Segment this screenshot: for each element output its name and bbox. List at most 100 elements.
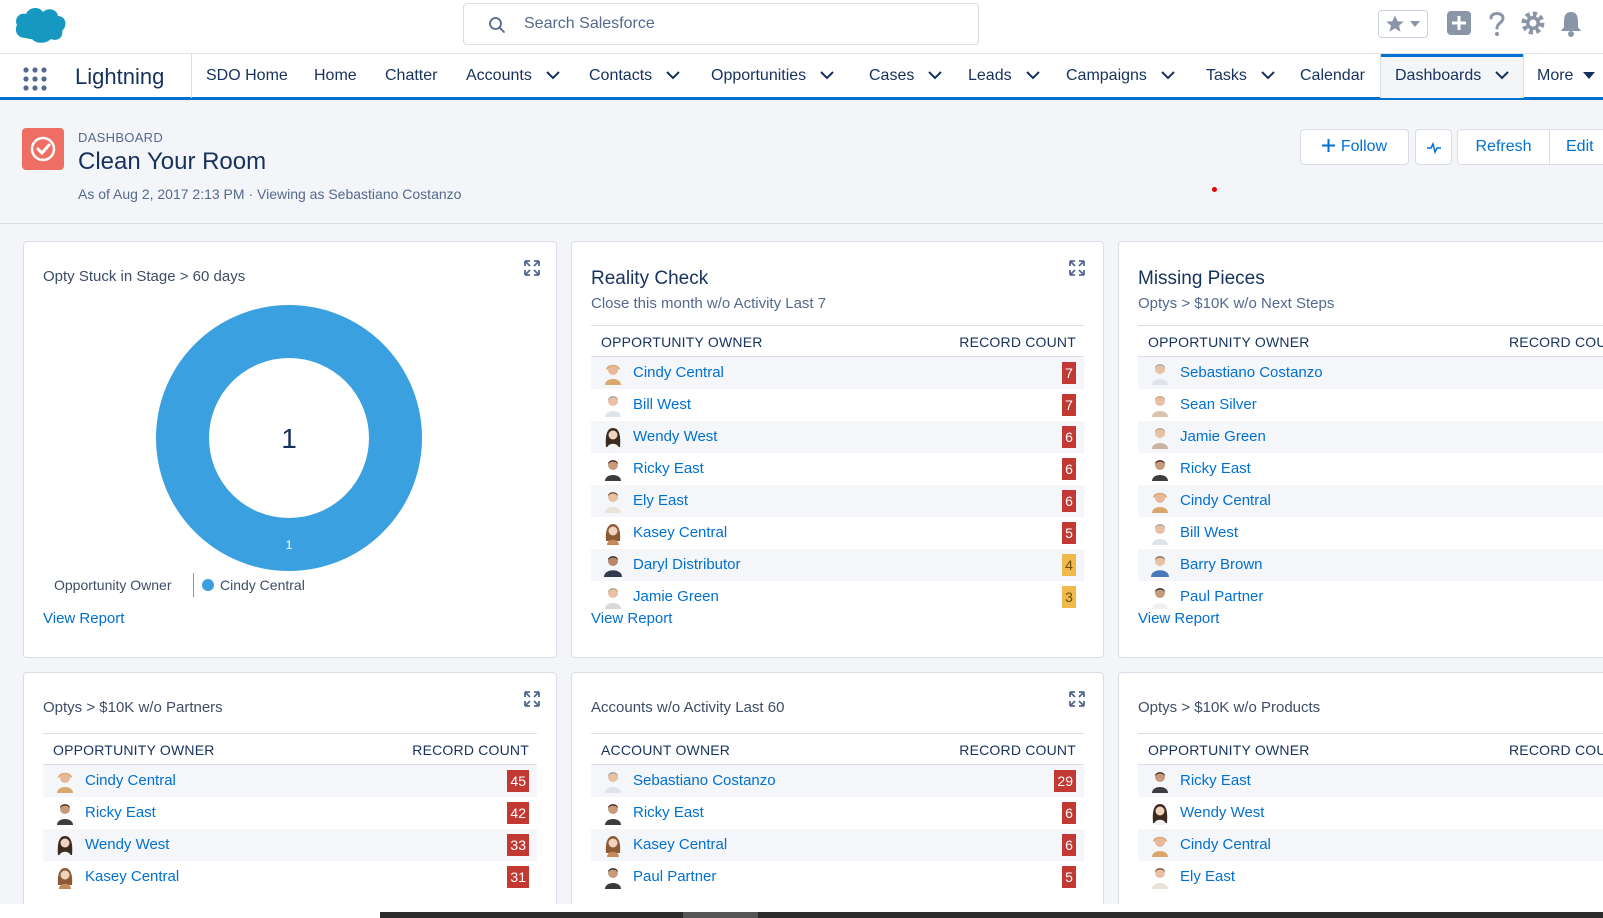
bell-icon[interactable] xyxy=(1556,8,1586,38)
app-launcher-icon[interactable] xyxy=(22,66,48,92)
table-row[interactable]: Ricky East 6 xyxy=(591,453,1084,485)
search-input[interactable] xyxy=(524,4,964,44)
scrollbar-track[interactable] xyxy=(380,912,1603,918)
chevron-down-icon[interactable] xyxy=(928,71,943,80)
view-report-link[interactable]: View Report xyxy=(591,610,673,627)
follow-button[interactable]: Follow xyxy=(1300,129,1409,165)
table-row[interactable]: Jamie Green 3 xyxy=(591,581,1084,613)
nav-item-campaigns[interactable]: Campaigns xyxy=(1066,54,1175,98)
nav-item-more[interactable]: More xyxy=(1537,54,1596,98)
table-row[interactable]: Kasey Central 31 xyxy=(43,861,537,893)
expand-icon[interactable] xyxy=(524,260,540,276)
view-report-link[interactable]: View Report xyxy=(43,610,125,627)
nav-item-dashboards[interactable]: Dashboards xyxy=(1380,54,1525,98)
owner-link[interactable]: Sean Silver xyxy=(1180,396,1257,413)
favorites-button[interactable] xyxy=(1378,10,1428,38)
table-row[interactable]: Ely East 6 xyxy=(591,485,1084,517)
owner-link[interactable]: Kasey Central xyxy=(633,836,728,853)
table-row[interactable]: Ricky East 6 xyxy=(591,797,1084,829)
chevron-down-icon[interactable] xyxy=(666,71,680,80)
owner-link[interactable]: Ricky East xyxy=(85,804,156,821)
chevron-down-icon[interactable] xyxy=(1161,71,1175,80)
table-row[interactable]: Kasey Central 6 xyxy=(591,829,1084,861)
owner-link[interactable]: Daryl Distributor xyxy=(633,556,741,573)
table-row[interactable]: Cindy Central xyxy=(1138,485,1603,517)
table-row[interactable]: Cindy Central 45 xyxy=(43,765,537,797)
table-row[interactable]: Ricky East 42 xyxy=(43,797,537,829)
owner-link[interactable]: Ricky East xyxy=(1180,772,1251,789)
nav-item-calendar[interactable]: Calendar xyxy=(1300,54,1365,98)
owner-link[interactable]: Cindy Central xyxy=(1180,836,1271,853)
table-row[interactable]: Paul Partner 5 xyxy=(591,861,1084,893)
chevron-down-icon[interactable] xyxy=(546,71,560,80)
owner-link[interactable]: Ely East xyxy=(633,492,689,509)
refresh-button[interactable]: Refresh xyxy=(1457,129,1550,165)
owner-link[interactable]: Jamie Green xyxy=(1180,428,1266,445)
nav-item-tasks[interactable]: Tasks xyxy=(1206,54,1275,98)
owner-link[interactable]: Ricky East xyxy=(633,804,704,821)
table-row[interactable]: Cindy Central 7 xyxy=(591,357,1084,389)
owner-link[interactable]: Cindy Central xyxy=(85,772,176,789)
nav-item-opportunities[interactable]: Opportunities xyxy=(711,54,834,98)
owner-link[interactable]: Bill West xyxy=(633,396,692,413)
owner-link[interactable]: Jamie Green xyxy=(633,588,719,605)
owner-link[interactable]: Ricky East xyxy=(633,460,704,477)
table-row[interactable]: Wendy West 33 xyxy=(43,829,537,861)
table-row[interactable]: Bill West xyxy=(1138,517,1603,549)
help-icon[interactable] xyxy=(1482,8,1512,38)
table-row[interactable]: Cindy Central xyxy=(1138,829,1603,861)
table-row[interactable]: Sebastiano Costanzo xyxy=(1138,357,1603,389)
search-box[interactable] xyxy=(463,3,979,45)
owner-link[interactable]: Cindy Central xyxy=(1180,492,1271,509)
edit-button[interactable]: Edit xyxy=(1549,129,1603,165)
nav-item-sdo-home[interactable]: SDO Home xyxy=(206,54,288,98)
view-report-link[interactable]: View Report xyxy=(1138,610,1220,627)
chevron-down-icon[interactable] xyxy=(1261,71,1275,80)
owner-link[interactable]: Paul Partner xyxy=(1180,588,1264,605)
nav-item-leads[interactable]: Leads xyxy=(968,54,1040,98)
plus-icon[interactable] xyxy=(1444,8,1474,38)
owner-link[interactable]: Cindy Central xyxy=(633,364,724,381)
owner-link[interactable]: Paul Partner xyxy=(633,868,717,885)
owner-link[interactable]: Ricky East xyxy=(1180,460,1251,477)
nav-item-home[interactable]: Home xyxy=(314,54,357,98)
owner-link[interactable]: Kasey Central xyxy=(633,524,728,541)
horizontal-scrollbar[interactable] xyxy=(0,904,1603,918)
expand-icon[interactable] xyxy=(1069,260,1085,276)
chevron-down-icon[interactable] xyxy=(1025,71,1040,80)
owner-link[interactable]: Kasey Central xyxy=(85,868,180,885)
scrollbar-thumb[interactable] xyxy=(683,912,758,918)
nav-item-accounts[interactable]: Accounts xyxy=(466,54,560,98)
owner-link[interactable]: Ely East xyxy=(1180,868,1236,885)
owner-link[interactable]: Barry Brown xyxy=(1180,556,1263,573)
donut-slice-cindy-central[interactable] xyxy=(156,305,422,571)
owner-link[interactable]: Wendy West xyxy=(1180,804,1265,821)
owner-link[interactable]: Wendy West xyxy=(633,428,718,445)
owner-link[interactable]: Wendy West xyxy=(85,836,170,853)
owner-link[interactable]: Sebastiano Costanzo xyxy=(633,772,776,789)
table-row[interactable]: Barry Brown xyxy=(1138,549,1603,581)
donut-chart[interactable]: 1 1 xyxy=(156,305,422,571)
table-row[interactable]: Ricky East xyxy=(1138,453,1603,485)
chevron-down-icon[interactable] xyxy=(820,71,834,80)
nav-item-chatter[interactable]: Chatter xyxy=(385,54,437,98)
nav-item-cases[interactable]: Cases xyxy=(869,54,943,98)
expand-icon[interactable] xyxy=(524,691,540,707)
table-row[interactable]: Sebastiano Costanzo 29 xyxy=(591,765,1084,797)
table-row[interactable]: Sean Silver xyxy=(1138,389,1603,421)
chevron-down-icon[interactable] xyxy=(1495,71,1509,80)
table-row[interactable]: Ely East xyxy=(1138,861,1603,893)
salesforce-cloud-icon[interactable] xyxy=(12,4,68,44)
table-row[interactable]: Kasey Central 5 xyxy=(591,517,1084,549)
table-row[interactable]: Jamie Green xyxy=(1138,421,1603,453)
gear-icon[interactable] xyxy=(1518,8,1548,38)
table-row[interactable]: Wendy West xyxy=(1138,797,1603,829)
table-row[interactable]: Wendy West 6 xyxy=(591,421,1084,453)
activity-button[interactable] xyxy=(1415,129,1452,165)
table-row[interactable]: Ricky East xyxy=(1138,765,1603,797)
nav-item-contacts[interactable]: Contacts xyxy=(589,54,680,98)
owner-link[interactable]: Sebastiano Costanzo xyxy=(1180,364,1323,381)
table-row[interactable]: Bill West 7 xyxy=(591,389,1084,421)
owner-link[interactable]: Bill West xyxy=(1180,524,1239,541)
table-row[interactable]: Paul Partner xyxy=(1138,581,1603,613)
